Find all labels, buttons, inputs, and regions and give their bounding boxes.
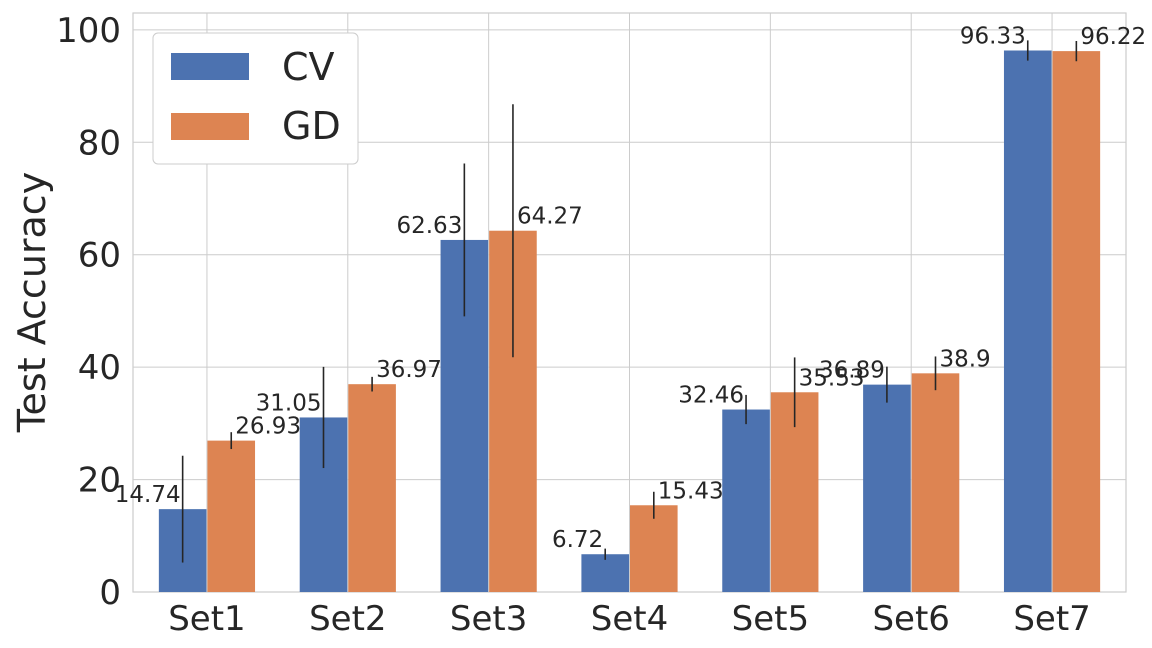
y-tick-label: 80 [78, 123, 121, 163]
bar-gd-set4 [630, 505, 678, 592]
x-tick-label: Set3 [450, 599, 527, 639]
bar-cv-set4 [581, 554, 629, 592]
data-label: 96.33 [960, 23, 1026, 49]
y-tick-label: 100 [56, 11, 121, 51]
gridlines [133, 13, 1126, 593]
data-label: 15.43 [658, 478, 724, 504]
data-label: 35.53 [799, 365, 865, 391]
data-label: 62.63 [396, 213, 462, 239]
x-tick-label: Set2 [309, 599, 386, 639]
x-tick-label: Set1 [168, 599, 245, 639]
x-tick-label: Set6 [872, 599, 949, 639]
error-bars [181, 40, 1078, 563]
bar-cv-set5 [722, 409, 770, 592]
legend: CV GD [152, 32, 359, 165]
y-axis-ticks: 0 20 40 60 80 100 [56, 11, 121, 613]
bar-gd-set2 [348, 384, 396, 592]
data-label: 31.05 [256, 390, 322, 416]
data-label: 36.89 [819, 358, 885, 384]
data-label: 14.74 [115, 482, 181, 508]
bar-gd-set7 [1052, 51, 1101, 593]
data-label: 6.72 [552, 527, 603, 553]
y-tick-label: 0 [99, 573, 121, 613]
data-label: 32.46 [678, 383, 744, 409]
data-label: 64.27 [517, 204, 583, 230]
y-tick-label: 60 [78, 236, 121, 276]
y-axis-label: Test Accuracy [10, 172, 54, 433]
legend-label-gd: GD [282, 104, 341, 148]
legend-swatch-cv [171, 53, 249, 80]
y-tick-label: 40 [78, 348, 121, 388]
legend-label-cv: CV [282, 45, 335, 89]
x-tick-label: Set4 [591, 599, 668, 639]
data-label: 38.9 [939, 346, 990, 372]
data-label: 36.97 [376, 357, 442, 383]
y-tick-label: 20 [78, 461, 121, 501]
bar-cv-set6 [863, 384, 911, 592]
bar-gd-set1 [207, 440, 256, 592]
legend-swatch-gd [171, 113, 249, 140]
x-tick-label: Set5 [732, 599, 809, 639]
data-label: 26.93 [235, 414, 301, 440]
x-tick-label: Set7 [1013, 599, 1090, 639]
data-label: 96.22 [1080, 24, 1146, 50]
bar-gd-set6 [911, 373, 960, 592]
bar-cv-set7 [1003, 50, 1052, 593]
data-labels: 14.74 31.05 62.63 6.72 32.46 36.89 96.33 26.93 3… [115, 23, 1146, 553]
x-axis-ticks: Set1 Set2 Set3 Set4 Set5 Set6 Set7 [168, 599, 1091, 639]
